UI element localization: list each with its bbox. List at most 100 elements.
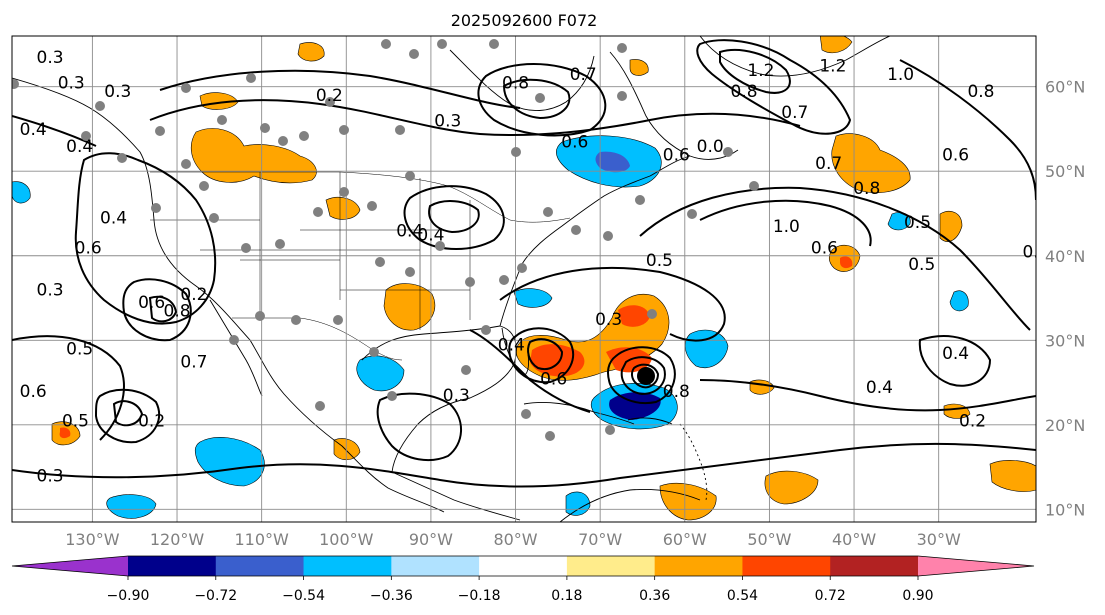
contour-label: 0.4 <box>942 344 969 364</box>
gridlines <box>12 36 1036 522</box>
colorbar-tick-label: −0.36 <box>370 588 413 604</box>
contour-lakes-low <box>403 185 505 250</box>
contour-label: 0.8 <box>731 82 758 102</box>
contour-label: 0.3 <box>595 310 622 330</box>
contour-label: 0.5 <box>646 251 673 271</box>
contour-label: 0.8 <box>853 179 880 199</box>
contour-pacific-ridge <box>12 335 125 441</box>
lon-tick-label: 30°W <box>917 530 961 549</box>
contour-label: 0.7 <box>570 65 597 85</box>
contour-label: 0.6 <box>138 293 165 313</box>
contour-label: 0.4 <box>20 120 47 140</box>
contour-east-atlantic <box>899 59 1036 201</box>
station-dot <box>405 171 415 181</box>
colorbar-extend-high <box>918 556 1034 576</box>
lon-tick-label: 130°W <box>65 530 120 549</box>
contour-label: 0.4 <box>417 226 444 246</box>
coast-baja <box>209 299 263 397</box>
station-dot <box>81 131 91 141</box>
contour-label: 0.2 <box>180 285 207 305</box>
shade-navy-hurricane <box>609 392 661 420</box>
colorbar: −0.90 −0.72 −0.54 −0.36 −0.18 0.18 0.36 0.54 0.7… <box>11 555 1035 604</box>
contour-hurricane-2 <box>620 356 666 396</box>
border-states-2 <box>150 200 471 320</box>
station-dot <box>617 91 627 101</box>
contour-label: 0.8 <box>967 82 994 102</box>
station-dot <box>535 93 545 103</box>
contour-label: 0.2 <box>959 412 986 432</box>
contour-label: 0.5 <box>66 340 93 360</box>
shade-orange-9 <box>764 470 819 505</box>
shade-orange-14 <box>333 438 361 461</box>
station-dot <box>381 39 391 49</box>
station-dot <box>315 401 325 411</box>
contour-label: 0.7 <box>815 154 842 174</box>
contour-label: 0.3 <box>37 281 64 301</box>
contour-label: 0.6 <box>75 238 102 258</box>
colorbar-tick-label: −0.90 <box>107 588 150 604</box>
station-dot <box>723 147 733 157</box>
contour-label: 0.4 <box>100 209 127 229</box>
country-borders <box>150 171 571 361</box>
shade-blue-3 <box>194 437 265 487</box>
contour-atlantic-high-2 <box>699 199 872 247</box>
station-dot <box>291 315 301 325</box>
station-dot <box>437 39 447 49</box>
station-dot <box>229 335 239 345</box>
contour-label: 1.0 <box>887 65 914 85</box>
contour-label: 0.8 <box>502 73 529 93</box>
shade-blue-1 <box>684 329 729 368</box>
lat-tick-label: 30°N <box>1045 331 1085 350</box>
station-dot <box>749 181 759 191</box>
map-panel: 0.30.3 0.30.40.40.20.30.8 0.70.60.6 0.01.2 1… <box>11 35 1049 523</box>
station-dot <box>571 225 581 235</box>
border-us-canada <box>150 171 571 223</box>
shade-blue-5 <box>565 491 591 516</box>
coast-cuba <box>523 402 635 425</box>
contour-label: 0.6 <box>1022 243 1049 263</box>
contour-gulf <box>376 392 463 462</box>
station-dot <box>435 241 445 251</box>
contour-second-low-2 <box>527 338 564 370</box>
station-dot <box>339 187 349 197</box>
station-dot <box>409 49 419 59</box>
contour-label: 0.5 <box>908 255 935 275</box>
contour-east-pacific-low-2 <box>112 400 144 427</box>
contour-label: 0.8 <box>663 382 690 402</box>
station-dot <box>278 136 288 146</box>
shade-red-2 <box>840 256 853 269</box>
station-dot <box>151 203 161 213</box>
shade-blue-7 <box>949 290 969 312</box>
colorbar-segment <box>303 556 392 576</box>
contour-hurricane-3 <box>631 363 660 389</box>
station-dot <box>543 207 553 217</box>
colorbar-segment <box>742 556 831 576</box>
station-dot <box>209 213 219 223</box>
contour-label: 0.6 <box>942 145 969 165</box>
station-dot <box>339 125 349 135</box>
coast-east-us <box>499 155 691 327</box>
lon-tick-label: 120°W <box>150 530 205 549</box>
coast-labrador <box>609 51 739 160</box>
contour-east-atlantic-2 <box>918 335 992 387</box>
station-dot <box>199 181 209 191</box>
border-states-1 <box>200 172 440 330</box>
station-dot <box>617 43 627 53</box>
lat-tick-label: 20°N <box>1045 416 1085 435</box>
station-dot <box>511 147 521 157</box>
shade-blue-8 <box>12 181 31 204</box>
shade-blue-9 <box>513 288 553 308</box>
colorbar-tick-label: −0.72 <box>194 588 237 604</box>
contour-label: 0.3 <box>37 48 64 68</box>
contour-hurricane-1 <box>607 346 676 404</box>
station-dot <box>465 277 475 287</box>
station-dot <box>117 153 127 163</box>
station-dot <box>369 347 379 357</box>
contour-label: 0.3 <box>104 82 131 102</box>
contour-label: 0.7 <box>180 352 207 372</box>
contour-label: 0.4 <box>498 336 525 356</box>
colorbar-tick-label: 0.72 <box>815 588 846 604</box>
station-dot <box>255 311 265 321</box>
colorbar-segment <box>479 556 568 576</box>
shade-orange-16 <box>819 36 853 54</box>
